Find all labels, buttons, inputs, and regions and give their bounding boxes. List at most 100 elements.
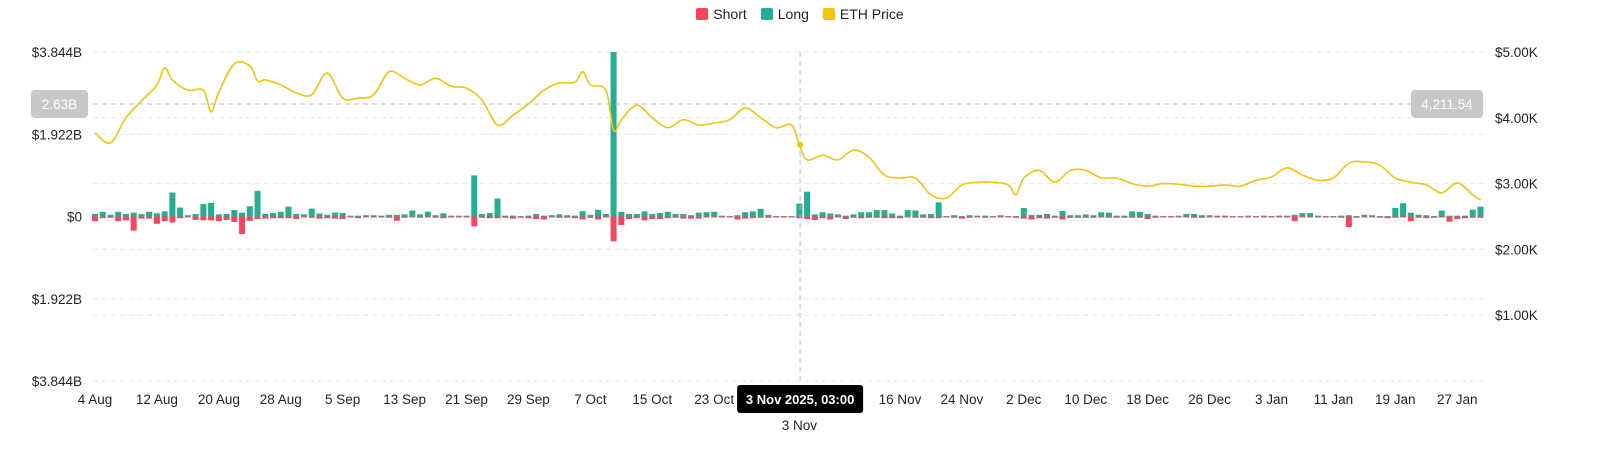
long-bar (1144, 213, 1151, 217)
long-bar (889, 213, 896, 217)
long-bar (1283, 215, 1290, 217)
bars (92, 52, 1484, 242)
long-bar (1183, 213, 1190, 217)
short-bar (641, 216, 648, 221)
short-bar (525, 216, 532, 219)
left-axis-tick: $1.922B (32, 292, 82, 307)
long-bar (556, 214, 563, 217)
short-bar (819, 216, 826, 219)
short-bar (912, 216, 919, 218)
long-bar (951, 215, 958, 217)
long-bar (161, 211, 168, 217)
short-bar (153, 216, 160, 224)
legend-label-eth-price: ETH Price (839, 6, 904, 22)
long-swatch-icon (760, 8, 773, 20)
long-bar (866, 212, 872, 217)
long-bar (842, 215, 849, 217)
short-bar (1353, 216, 1360, 218)
short-bar (177, 216, 184, 219)
long-bar (749, 211, 756, 217)
long-bar (153, 213, 160, 217)
long-bar (393, 214, 400, 217)
short-bar (486, 216, 493, 219)
legend: Short Long ETH Price (0, 6, 1600, 22)
legend-item-long[interactable]: Long (760, 6, 809, 22)
long-bar (122, 213, 129, 217)
short-bar (672, 216, 679, 218)
long-bar (571, 215, 578, 217)
short-bar (742, 216, 749, 219)
long-bar (765, 214, 772, 217)
right-axis-tick: $4.00K (1495, 111, 1538, 126)
short-bar (881, 216, 888, 219)
short-bar (239, 216, 246, 235)
short-bar (989, 216, 996, 218)
x-axis-tick: 20 Aug (198, 392, 240, 407)
x-axis-tick: 23 Oct (694, 392, 734, 407)
long-bar (362, 215, 369, 217)
axes: $3.844B $1.922B $0 $1.922B $3.844B $5.00K $4.0… (32, 45, 1538, 433)
short-bar (850, 216, 857, 218)
short-bar (262, 216, 269, 219)
long-bar (711, 211, 718, 217)
short-bar (1454, 216, 1461, 220)
long-bar (254, 190, 261, 217)
x-axis-tick: 4 Aug (78, 392, 113, 407)
long-bar (1260, 215, 1267, 217)
short-bar (1167, 216, 1174, 218)
legend-item-short[interactable]: Short (696, 6, 747, 22)
left-axis-tick: $0 (67, 210, 82, 225)
long-bar (757, 208, 764, 217)
long-bar (718, 215, 725, 217)
short-bar (370, 216, 377, 218)
long-bar (285, 206, 292, 217)
x-axis-tick: 21 Sep (445, 392, 488, 407)
short-bar (726, 216, 733, 218)
short-bar (1059, 216, 1066, 220)
long-bar (687, 215, 694, 217)
long-bar (1469, 209, 1476, 217)
short-swatch-icon (696, 8, 709, 20)
short-bar (1198, 216, 1205, 218)
short-bar (1407, 216, 1414, 222)
long-bar (494, 198, 501, 217)
short-bar (664, 216, 671, 219)
long-bar (1121, 215, 1128, 217)
long-bar (904, 210, 911, 217)
short-bar (347, 216, 354, 218)
long-bar (1198, 215, 1205, 217)
long-bar (355, 215, 362, 217)
short-bar (1431, 216, 1438, 218)
long-bar (331, 212, 338, 217)
long-bar (1446, 215, 1453, 217)
short-bar (277, 216, 284, 219)
short-bar (1361, 216, 1368, 218)
legend-item-eth-price[interactable]: ETH Price (822, 6, 904, 22)
long-bar (881, 210, 888, 217)
long-bar (99, 211, 106, 217)
long-bar (564, 215, 571, 217)
short-bar (115, 216, 122, 222)
long-bar (502, 215, 509, 217)
short-bar (362, 216, 369, 218)
short-bar (1438, 216, 1445, 218)
short-bar (718, 216, 725, 218)
short-bar (1160, 216, 1167, 218)
long-bar (1438, 210, 1445, 217)
short-bar (231, 216, 238, 223)
short-bar (517, 216, 524, 218)
long-bar (463, 215, 470, 217)
long-bar (339, 213, 346, 217)
right-axis-tick: $1.00K (1495, 308, 1538, 323)
short-bar (1067, 216, 1074, 218)
long-bar (1314, 215, 1321, 217)
long-bar (664, 211, 671, 217)
long-bar (324, 214, 331, 217)
long-bar (1105, 212, 1112, 217)
crosshair: 2.63B 4,211.54 3 Nov 2025, 03:00 (31, 52, 1485, 413)
long-bar (819, 212, 826, 217)
short-bar (1469, 216, 1476, 218)
short-bar (796, 216, 803, 219)
short-bar (293, 216, 300, 220)
